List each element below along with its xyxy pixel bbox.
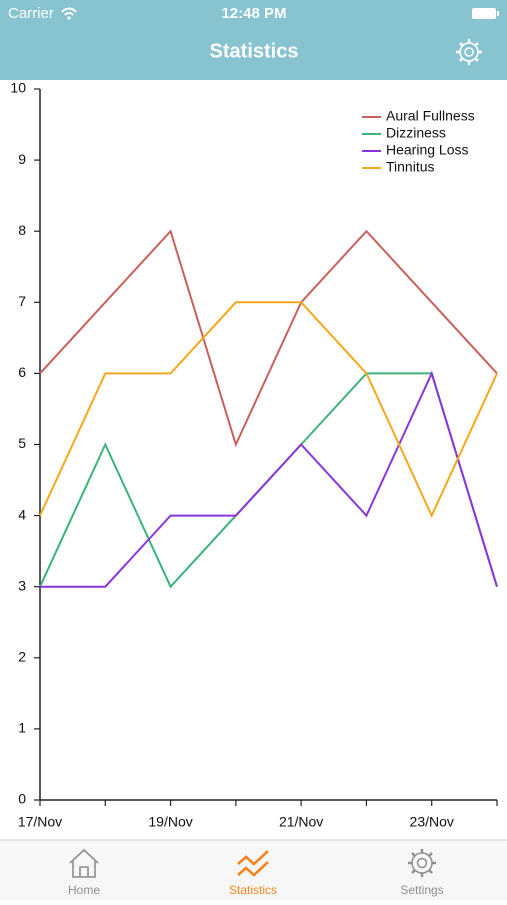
y-tick-label: 3: [18, 577, 26, 593]
y-tick-label: 2: [18, 649, 26, 665]
battery-tip: [497, 11, 499, 16]
x-tick-label: 17/Nov: [18, 814, 62, 830]
settings-tab[interactable]: Settings: [400, 849, 444, 897]
carrier: Carrier: [8, 5, 54, 22]
x-tick-label: 19/Nov: [148, 814, 192, 830]
page-title: Statistics: [210, 40, 299, 62]
legend-label: Hearing Loss: [386, 142, 469, 158]
y-tick-label: 5: [18, 435, 26, 451]
y-tick-label: 7: [18, 293, 26, 309]
legend-label: Tinnitus: [386, 159, 435, 175]
y-tick-label: 1: [18, 720, 26, 736]
y-tick-label: 9: [18, 151, 26, 167]
series-line: [39, 229, 498, 448]
legend-label: Aural Fullness: [386, 108, 475, 124]
clock: 12:48 PM: [221, 5, 286, 22]
legend-label: Dizziness: [386, 125, 446, 141]
x-tick-label: 21/Nov: [279, 814, 323, 830]
tab-label: Statistics: [229, 883, 277, 897]
wifi-dot: [67, 16, 71, 20]
home-tab[interactable]: Home: [68, 848, 100, 897]
tab-label: Home: [68, 883, 100, 897]
y-tick-label: 10: [10, 80, 26, 96]
y-tick-label: 8: [18, 222, 26, 238]
battery-icon: [472, 8, 496, 19]
y-tick-label: 6: [18, 364, 26, 380]
tab-label: Settings: [400, 883, 443, 897]
statistics-tab[interactable]: Statistics: [229, 850, 277, 897]
settings-button[interactable]: [456, 39, 482, 65]
y-tick-label: 0: [18, 791, 26, 807]
wifi-icon: [61, 7, 77, 16]
chart: 0 1 2 3 4 5 6 7 8 9 10 17/Nov 19/Nov 21/Nov 23/Nov Aura…: [10, 80, 498, 830]
series-line: [40, 370, 498, 588]
series-line: [39, 301, 498, 518]
nav-background: [0, 0, 507, 80]
x-tick-label: 23/Nov: [410, 814, 454, 830]
y-tick-label: 4: [18, 506, 26, 522]
